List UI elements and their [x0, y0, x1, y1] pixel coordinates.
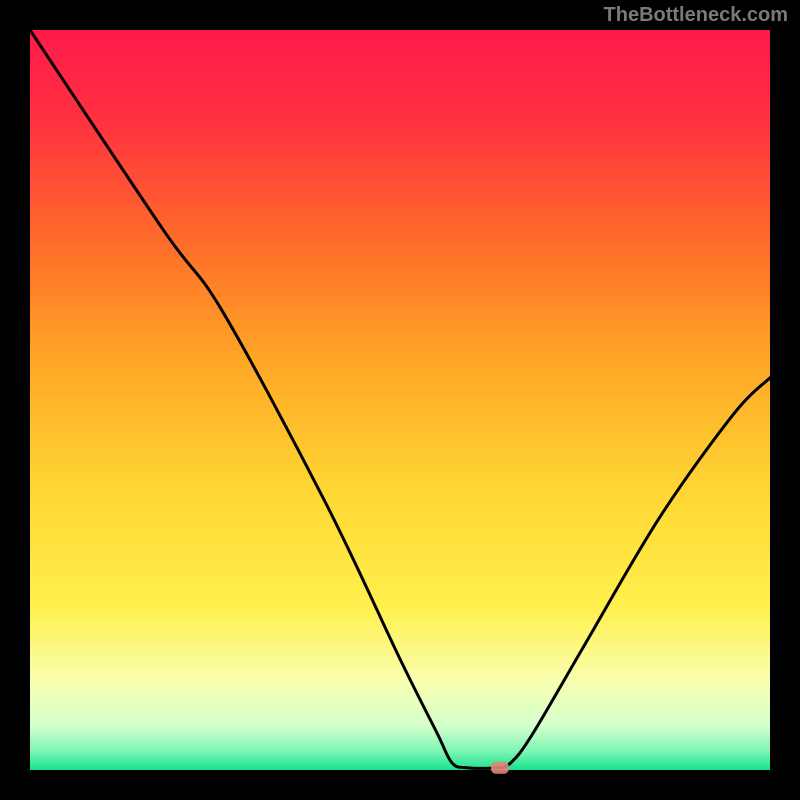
chart-container: TheBottleneck.com	[0, 0, 800, 800]
optimal-point-marker	[491, 762, 509, 774]
watermark-text: TheBottleneck.com	[604, 4, 788, 27]
bottleneck-chart	[0, 0, 800, 800]
